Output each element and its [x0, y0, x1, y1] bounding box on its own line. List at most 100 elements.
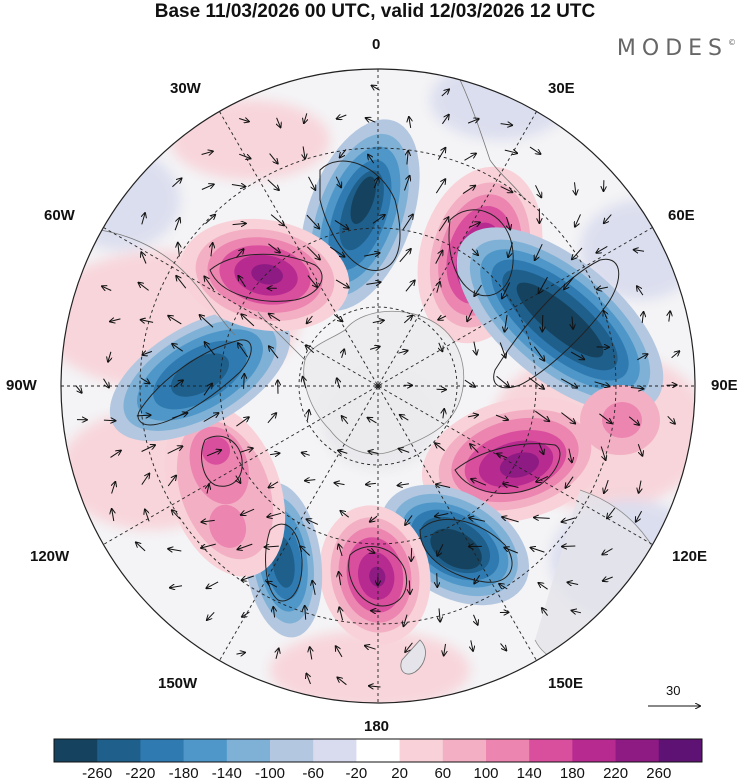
- wind-vector-arrow: [398, 351, 407, 354]
- wind-vector-arrow: [172, 344, 183, 352]
- wind-vector-arrow: [366, 549, 374, 553]
- anomaly-pink-120w: [164, 403, 286, 577]
- wind-vector-arrow: [335, 176, 341, 188]
- wind-vector-arrow: [535, 410, 549, 421]
- colorbar-swatch: [356, 739, 401, 762]
- wind-vector-arrow: [497, 454, 508, 458]
- wind-vector-arrow: [500, 124, 513, 126]
- wind-vector-arrow: [302, 453, 310, 456]
- wind-vector-arrow: [335, 279, 349, 288]
- wind-vector-arrow: [539, 583, 548, 590]
- wind-vector-arrow: [303, 146, 305, 159]
- map-boundary: [60, 68, 696, 704]
- wind-vector-arrow: [503, 484, 519, 488]
- wind-vector-arrow: [103, 420, 115, 421]
- wind-vector-arrow: [536, 475, 549, 482]
- wind-vector-arrow: [561, 412, 575, 424]
- colorbar-swatch: [313, 739, 357, 762]
- wind-vector-arrow: [339, 607, 342, 621]
- wind-vector-arrow: [604, 479, 609, 493]
- wind-vector-arrow: [504, 150, 517, 153]
- wind-vector-arrow: [236, 417, 248, 427]
- colorbar-tick-label: 60: [434, 765, 452, 782]
- wind-vector-arrow: [176, 276, 187, 289]
- wind-vector-arrow: [504, 548, 518, 554]
- wind-vector-arrow: [572, 316, 573, 329]
- wind-vector-arrow: [335, 483, 345, 485]
- wind-vector-arrow: [307, 315, 313, 323]
- wind-vector-arrow: [602, 548, 613, 555]
- wind-vector-arrow: [500, 186, 513, 193]
- wind-vector-arrow: [168, 316, 182, 325]
- wind-vector-arrow: [307, 410, 309, 421]
- wind-vector-arrow: [205, 215, 215, 225]
- wind-vector-arrow: [305, 606, 306, 620]
- wind-vector-arrow: [471, 248, 478, 255]
- africa-outline: [454, 69, 526, 201]
- wind-vector-arrow: [435, 179, 445, 194]
- wind-vector-arrow: [534, 518, 550, 519]
- copyright-mark: ©: [728, 38, 736, 47]
- wind-vector-arrow: [206, 581, 219, 588]
- wind-vector-arrow: [604, 311, 608, 320]
- wind-vector-arrow: [499, 584, 508, 590]
- wind-vector-arrow: [207, 485, 209, 494]
- wind-vector-arrow: [462, 186, 475, 195]
- wind-vector-arrow: [502, 282, 511, 299]
- lon-label-150w: 150W: [158, 675, 198, 692]
- wind-vector-arrow: [305, 480, 316, 481]
- wind-vector-arrow: [636, 510, 643, 522]
- wind-vector-arrow: [112, 482, 116, 494]
- wind-vector-arrow: [637, 354, 647, 361]
- wind-vector-arrow: [502, 517, 519, 523]
- wind-vector-arrow: [232, 223, 246, 224]
- wind-vector-arrow: [136, 415, 151, 416]
- colorbar: [53, 738, 703, 763]
- wind-vector-arrow: [307, 519, 319, 525]
- south-pole-marker: [376, 384, 380, 388]
- wind-vector-arrow: [403, 316, 412, 324]
- wind-vector-arrow: [108, 351, 111, 362]
- wind-vector-arrow: [145, 510, 150, 522]
- wind-vector-arrow: [269, 153, 278, 164]
- wind-vector-arrow: [539, 276, 548, 293]
- wind-vector-arrow: [474, 574, 481, 583]
- anomaly-blue-north: [300, 119, 420, 311]
- wind-vector-arrow: [268, 243, 280, 253]
- wind-vector-arrow: [303, 377, 306, 389]
- wind-vector-arrow: [372, 320, 384, 322]
- colorbar-swatch: [399, 739, 444, 762]
- wind-vector-arrow: [604, 214, 612, 224]
- wind-vector-arrow: [508, 242, 513, 258]
- wind-vector-arrow: [528, 377, 544, 389]
- wind-vector-arrow: [334, 219, 348, 229]
- wind-vector-arrow: [142, 351, 153, 355]
- wind-vector-arrow: [236, 653, 246, 655]
- wind-vector-arrow: [238, 343, 249, 358]
- wind-vector-arrow: [371, 611, 381, 612]
- wind-vector-arrow: [201, 151, 213, 154]
- wind-vector-arrow: [244, 374, 245, 389]
- wind-vector-arrow: [464, 379, 475, 387]
- wind-vector-arrow: [366, 118, 376, 122]
- wind-vector-arrow: [342, 416, 349, 425]
- wind-vector-arrow: [267, 582, 278, 588]
- lon-label-90e: 90E: [711, 377, 738, 394]
- wind-vector-arrow: [170, 586, 183, 588]
- colorbar-tick-label: 180: [559, 765, 585, 782]
- wind-vector-arrow: [399, 249, 411, 263]
- wind-vector-arrow: [337, 115, 347, 119]
- wind-vector-arrow: [535, 243, 543, 260]
- wind-vector-arrow: [368, 155, 375, 164]
- wind-vector-arrow: [239, 153, 250, 158]
- wind-vector-arrow: [566, 476, 574, 488]
- wind-vector-arrow: [340, 149, 347, 157]
- lon-label-60w: 60W: [44, 207, 75, 224]
- wind-vector-arrow: [174, 218, 180, 231]
- colorbar-tick-label: 260: [646, 765, 672, 782]
- wind-vector-arrow: [178, 243, 180, 257]
- wind-vector-arrow: [441, 115, 448, 125]
- wind-vector-arrow: [637, 286, 644, 296]
- wind-vector-arrow: [437, 148, 445, 160]
